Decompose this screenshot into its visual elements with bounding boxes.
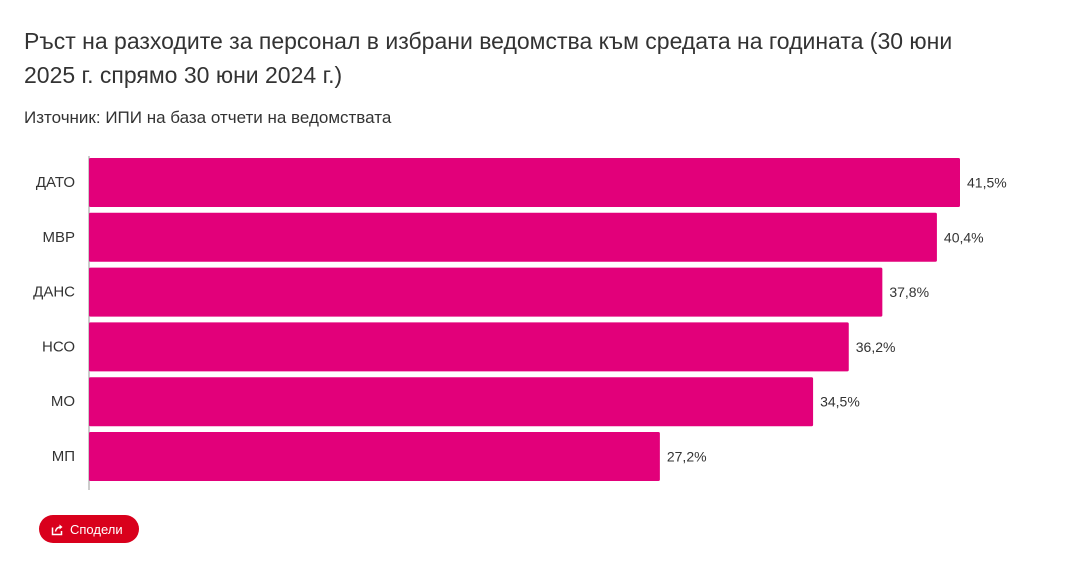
bar[interactable] — [89, 432, 660, 481]
share-button[interactable]: Сподели — [39, 515, 139, 543]
bar[interactable] — [89, 212, 937, 262]
chart-title: Ръст на разходите за персонал в избрани … — [24, 28, 953, 88]
category-label: ДАНС — [33, 284, 75, 301]
category-label: МО — [51, 393, 75, 410]
bar-chart: ДАТО 41,5% МВР 40,4% ДАНС 37,8% НСО 36,2% МО 34,5… — [33, 156, 1007, 490]
value-label: 27,2% — [667, 449, 707, 465]
value-label: 36,2% — [856, 339, 896, 355]
bar[interactable] — [89, 158, 960, 207]
value-label: 40,4% — [944, 229, 984, 245]
bar[interactable] — [89, 267, 883, 317]
chart-source: Източник: ИПИ на база отчети на ведомств… — [24, 108, 392, 127]
bar[interactable] — [89, 322, 849, 372]
bars-layer: ДАТО 41,5% МВР 40,4% ДАНС 37,8% НСО 36,2% МО 34,5… — [33, 158, 1007, 481]
value-label: 41,5% — [967, 175, 1007, 191]
value-label: 37,8% — [889, 284, 929, 300]
share-icon — [51, 523, 64, 536]
category-label: ДАТО — [36, 174, 75, 191]
value-label: 34,5% — [820, 394, 860, 410]
bar[interactable] — [89, 377, 814, 427]
category-label: МВР — [42, 229, 75, 246]
category-label: МП — [52, 448, 75, 465]
category-label: НСО — [42, 338, 75, 355]
share-button-label: Сподели — [70, 521, 123, 537]
